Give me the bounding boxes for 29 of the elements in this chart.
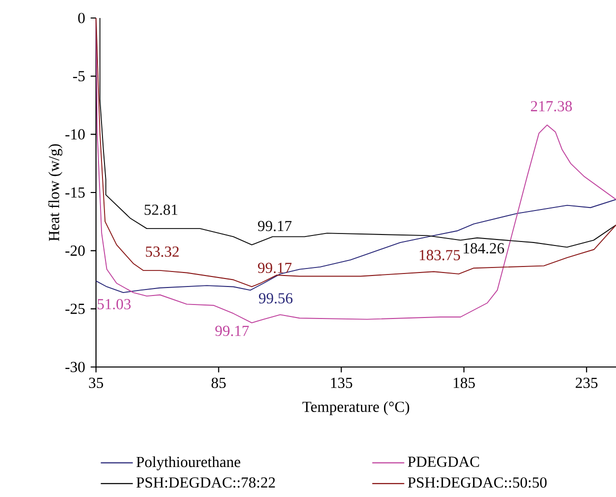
annotation: 51.03 [98, 298, 131, 310]
y-tick-label: 0 [78, 12, 85, 24]
y-tick-label: -10 [65, 129, 85, 140]
legend-label: PSH:DEGDAC::50:50 [408, 477, 547, 488]
y-tick-label: -20 [65, 246, 85, 256]
x-tick-label: 235 [576, 378, 598, 388]
annotation: 99.17 [215, 326, 249, 336]
y-tick-label: -15 [65, 187, 85, 198]
annotation: 99.56 [258, 293, 292, 304]
y-tick-label: -25 [65, 304, 85, 314]
annotation: 184.26 [464, 243, 504, 254]
legend-label: Polythiourethane [136, 456, 240, 470]
x-tick-label: 135 [331, 378, 352, 388]
annotation: 217.38 [530, 101, 572, 112]
x-axis-title: Temperature (°C) [302, 401, 410, 416]
y-tick-label: -5 [73, 71, 85, 82]
annotation: 53.32 [146, 246, 179, 257]
y-axis-title: Heat flow (w/g) [48, 144, 62, 242]
legend-label: PDEGDAC [408, 456, 479, 467]
annotation: 183.75 [420, 250, 460, 260]
x-tick-label: 85 [212, 378, 226, 388]
x-tick-label: 35 [89, 378, 104, 388]
y-tick-label: -30 [65, 362, 85, 372]
annotation: 52.81 [144, 204, 178, 215]
x-tick-label: 185 [454, 378, 475, 388]
annotation: 99.17 [258, 262, 292, 274]
line-series [96, 199, 616, 294]
annotation: 99.17 [258, 220, 292, 232]
legend-label: PSH:DEGDAC::78:22 [136, 477, 275, 488]
